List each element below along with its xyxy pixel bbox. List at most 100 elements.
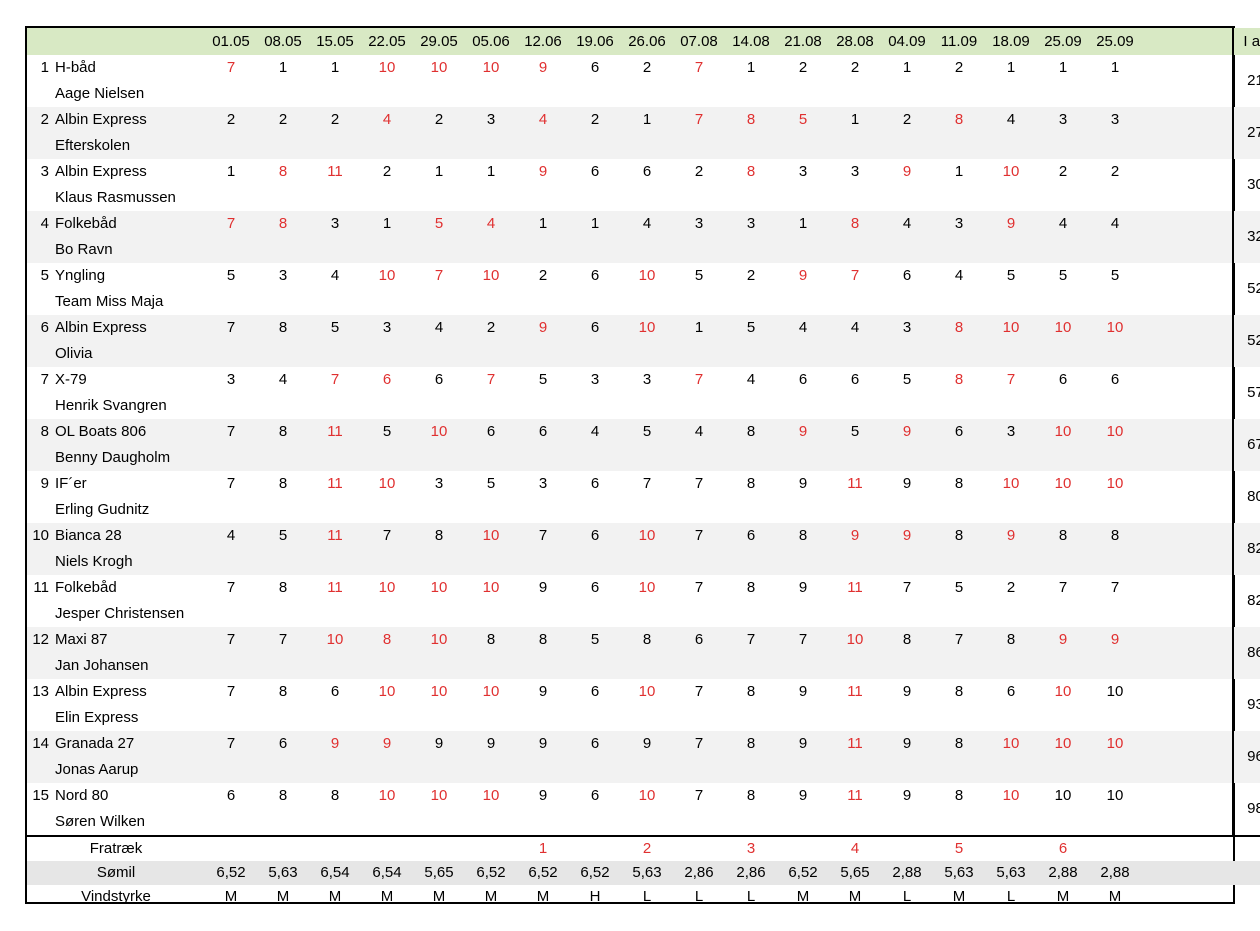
vindstyrke-value: L (902, 888, 912, 905)
fratraek-value (361, 835, 413, 861)
race-score: 5 (1006, 267, 1016, 284)
vindstyrke-value: H (589, 888, 601, 905)
discarded-score: 10 (430, 787, 448, 804)
race-score: 8 (746, 475, 756, 492)
skipper-name: Efterskolen (53, 133, 205, 159)
race-date-header: 01.05 (205, 28, 257, 55)
footer-spacer (1141, 885, 1260, 909)
discarded-score: 10 (1002, 787, 1020, 804)
boat-type: Bianca 28 (53, 523, 205, 549)
race-score: 1 (434, 163, 444, 180)
race-score: 3 (590, 371, 600, 388)
vindstyrke-value: M (952, 888, 966, 905)
vindstyrke-value: L (746, 888, 756, 905)
discarded-score: 10 (482, 59, 500, 76)
score-blank (205, 393, 1233, 419)
race-score: 6 (590, 787, 600, 804)
race-score: 1 (1110, 59, 1120, 76)
race-score: 7 (226, 579, 236, 596)
race-score: 8 (777, 523, 829, 549)
somil-value: 2,86 (725, 861, 777, 885)
race-score: 3 (985, 419, 1037, 445)
table-row-sub: Benny Daugholm (27, 445, 1260, 471)
fratraek-value: 6 (1037, 835, 1089, 861)
race-score: 3 (798, 163, 808, 180)
race-score: 2 (1006, 579, 1016, 596)
fratraek-value (257, 835, 309, 861)
race-score: 8 (257, 419, 309, 445)
score-blank (205, 809, 1233, 836)
boat-type: Albin Express (55, 163, 147, 180)
skipper-name: Benny Daugholm (53, 445, 205, 471)
race-score: 6 (569, 731, 621, 757)
discarded-score: 8 (746, 163, 756, 180)
rank-blank (27, 705, 53, 731)
total-score: 57 (1232, 367, 1260, 419)
discarded-score: 9 (777, 419, 829, 445)
rank: 7 (40, 371, 49, 388)
somil-value: 6,54 (309, 861, 361, 885)
rank: 3 (40, 163, 49, 180)
discarded-score: 11 (309, 523, 361, 549)
race-score: 4 (777, 315, 829, 341)
vindstyrke-value: L (694, 888, 704, 905)
race-score: 5 (226, 267, 236, 284)
race-score: 9 (902, 683, 912, 700)
table-row: 5Yngling53410710261052976455552 (27, 263, 1260, 315)
somil-row: Sømil 6,52 5,63 6,54 6,54 5,65 6,52 6,52 6,52 5,6… (27, 861, 1260, 885)
discarded-score: 10 (430, 683, 448, 700)
race-score: 4 (1037, 211, 1089, 237)
skipper-name: Team Miss Maja (55, 293, 164, 310)
race-score: 7 (517, 523, 569, 549)
race-score: 8 (985, 627, 1037, 653)
race-score: 6 (226, 787, 236, 804)
race-score: 7 (1058, 579, 1068, 596)
race-score: 4 (330, 267, 340, 284)
somil-value: 5,63 (621, 861, 673, 885)
discarded-score: 7 (205, 211, 257, 237)
race-date-header: 07.08 (673, 28, 725, 55)
race-score: 9 (538, 787, 548, 804)
race-score: 6 (1058, 371, 1068, 388)
total-score: 52 (1232, 315, 1260, 367)
race-score: 6 (517, 419, 569, 445)
discarded-score: 9 (902, 163, 912, 180)
discarded-score: 9 (881, 523, 933, 549)
race-score: 9 (798, 787, 808, 804)
rank: 1 (40, 59, 49, 76)
discarded-score: 11 (847, 683, 863, 700)
table-row-sub: Henrik Svangren (27, 393, 1260, 419)
somil-value: 2,88 (1089, 861, 1141, 885)
fratraek-value: 2 (621, 835, 673, 861)
discarded-score: 9 (361, 731, 413, 757)
race-score: 3 (309, 211, 361, 237)
vindstyrke-value: M (796, 888, 810, 905)
race-score: 6 (850, 371, 860, 388)
race-score: 3 (434, 475, 444, 492)
rank: 13 (32, 683, 49, 700)
footer-spacer (1141, 835, 1260, 861)
race-score: 5 (257, 523, 309, 549)
rank-blank (27, 757, 53, 783)
somil-value: 2,88 (1037, 861, 1089, 885)
race-score: 6 (1006, 683, 1016, 700)
discarded-score: 10 (465, 523, 517, 549)
discarded-score: 8 (278, 163, 288, 180)
discarded-score: 10 (378, 267, 396, 284)
score-blank (205, 133, 1233, 159)
race-score: 7 (694, 683, 704, 700)
race-score: 6 (590, 683, 600, 700)
race-score: 9 (465, 731, 517, 757)
spacer (1141, 471, 1233, 497)
race-score: 1 (517, 211, 569, 237)
discarded-score: 9 (829, 523, 881, 549)
rank: 11 (33, 579, 49, 596)
table-row-sub: Olivia (27, 341, 1260, 367)
discarded-score: 8 (725, 107, 777, 133)
race-score: 9 (538, 683, 548, 700)
race-score: 9 (798, 683, 808, 700)
race-score: 6 (933, 419, 985, 445)
score-blank (205, 81, 1233, 107)
rank-blank (27, 653, 53, 679)
discarded-score: 11 (327, 163, 343, 180)
